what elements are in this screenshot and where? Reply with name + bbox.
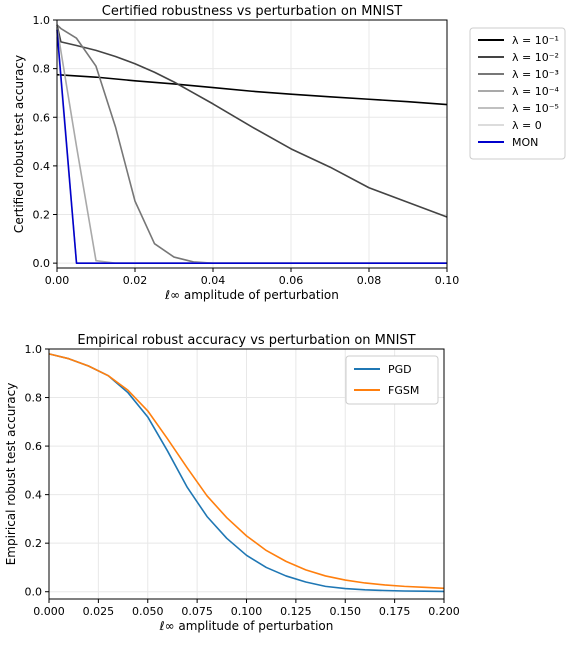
y-tick-label: 0.4 [25, 489, 43, 502]
legend-label: FGSM [388, 384, 419, 397]
legend-label: MON [512, 136, 538, 149]
x-tick-label: 0.200 [428, 605, 460, 618]
y-tick-label: 0.8 [33, 63, 51, 76]
series-line-10 [56, 73, 448, 106]
empirical-robustness-panel: 0.000 0.025 0.050 0.075 0.100 0.125 0.150 0.175… [4, 333, 460, 633]
legend-label: λ = 0 [512, 119, 542, 132]
plot-frame [56, 19, 448, 269]
y-axis-label: Certified robust test accuracy [12, 55, 26, 233]
y-tick-label: 0.4 [33, 160, 51, 173]
x-tick-label: 0.08 [357, 274, 382, 287]
x-tick-label: 0.075 [181, 605, 213, 618]
x-tick-label: 0.125 [280, 605, 312, 618]
y-axis-label: Empirical robust test accuracy [4, 383, 18, 566]
series-line-10 [56, 27, 447, 264]
certified-robustness-panel: 0.00 0.02 0.04 0.06 0.08 0.10 0.0 0.2 0.4 0.6 0.8 1… [12, 4, 566, 302]
series-line-0 [56, 36, 447, 264]
x-axis-label: ℓ∞ amplitude of perturbation [164, 288, 339, 302]
y-tick-label: 0.0 [25, 586, 43, 599]
y-tick-label: 0.2 [33, 209, 51, 222]
series-line-10 [56, 24, 447, 264]
series-line-10 [56, 24, 448, 218]
x-tick-label: 0.00 [45, 274, 70, 287]
legend-label: PGD [388, 363, 412, 376]
series-line-10 [56, 32, 447, 264]
x-tick-label: 0.100 [231, 605, 263, 618]
x-tick-label: 0.04 [201, 274, 226, 287]
legend-label: λ = 10⁻⁵ [512, 102, 559, 115]
legend-box [469, 27, 566, 160]
y-tick-label: 0.6 [25, 440, 43, 453]
x-tick-label: 0.025 [83, 605, 115, 618]
x-tick-label: 0.02 [123, 274, 148, 287]
y-tick-label: 0.6 [33, 111, 51, 124]
x-tick-label: 0.175 [379, 605, 411, 618]
legend-label: λ = 10⁻² [512, 51, 559, 64]
y-tick-label: 0.8 [25, 392, 43, 405]
y-tick-label: 0.0 [33, 257, 51, 270]
x-tick-label: 0.06 [279, 274, 304, 287]
series-line-fgsm [48, 353, 445, 590]
y-tick-label: 1.0 [25, 343, 43, 356]
x-tick-label: 0.10 [435, 274, 460, 287]
chart-title: Certified robustness vs perturbation on … [102, 4, 402, 19]
y-tick-label: 1.0 [33, 14, 51, 27]
chart-title: Empirical robust accuracy vs perturbatio… [77, 333, 415, 348]
series-line-mon [56, 29, 447, 264]
y-tick-label: 0.2 [25, 537, 43, 550]
x-axis-label: ℓ∞ amplitude of perturbation [159, 619, 334, 633]
plot-frame [48, 348, 445, 600]
x-tick-label: 0.050 [132, 605, 164, 618]
legend-label: λ = 10⁻⁴ [512, 85, 560, 98]
x-tick-label: 0.000 [33, 605, 65, 618]
x-tick-label: 0.150 [330, 605, 362, 618]
legend-label: λ = 10⁻¹ [512, 34, 559, 47]
legend-label: λ = 10⁻³ [512, 68, 559, 81]
